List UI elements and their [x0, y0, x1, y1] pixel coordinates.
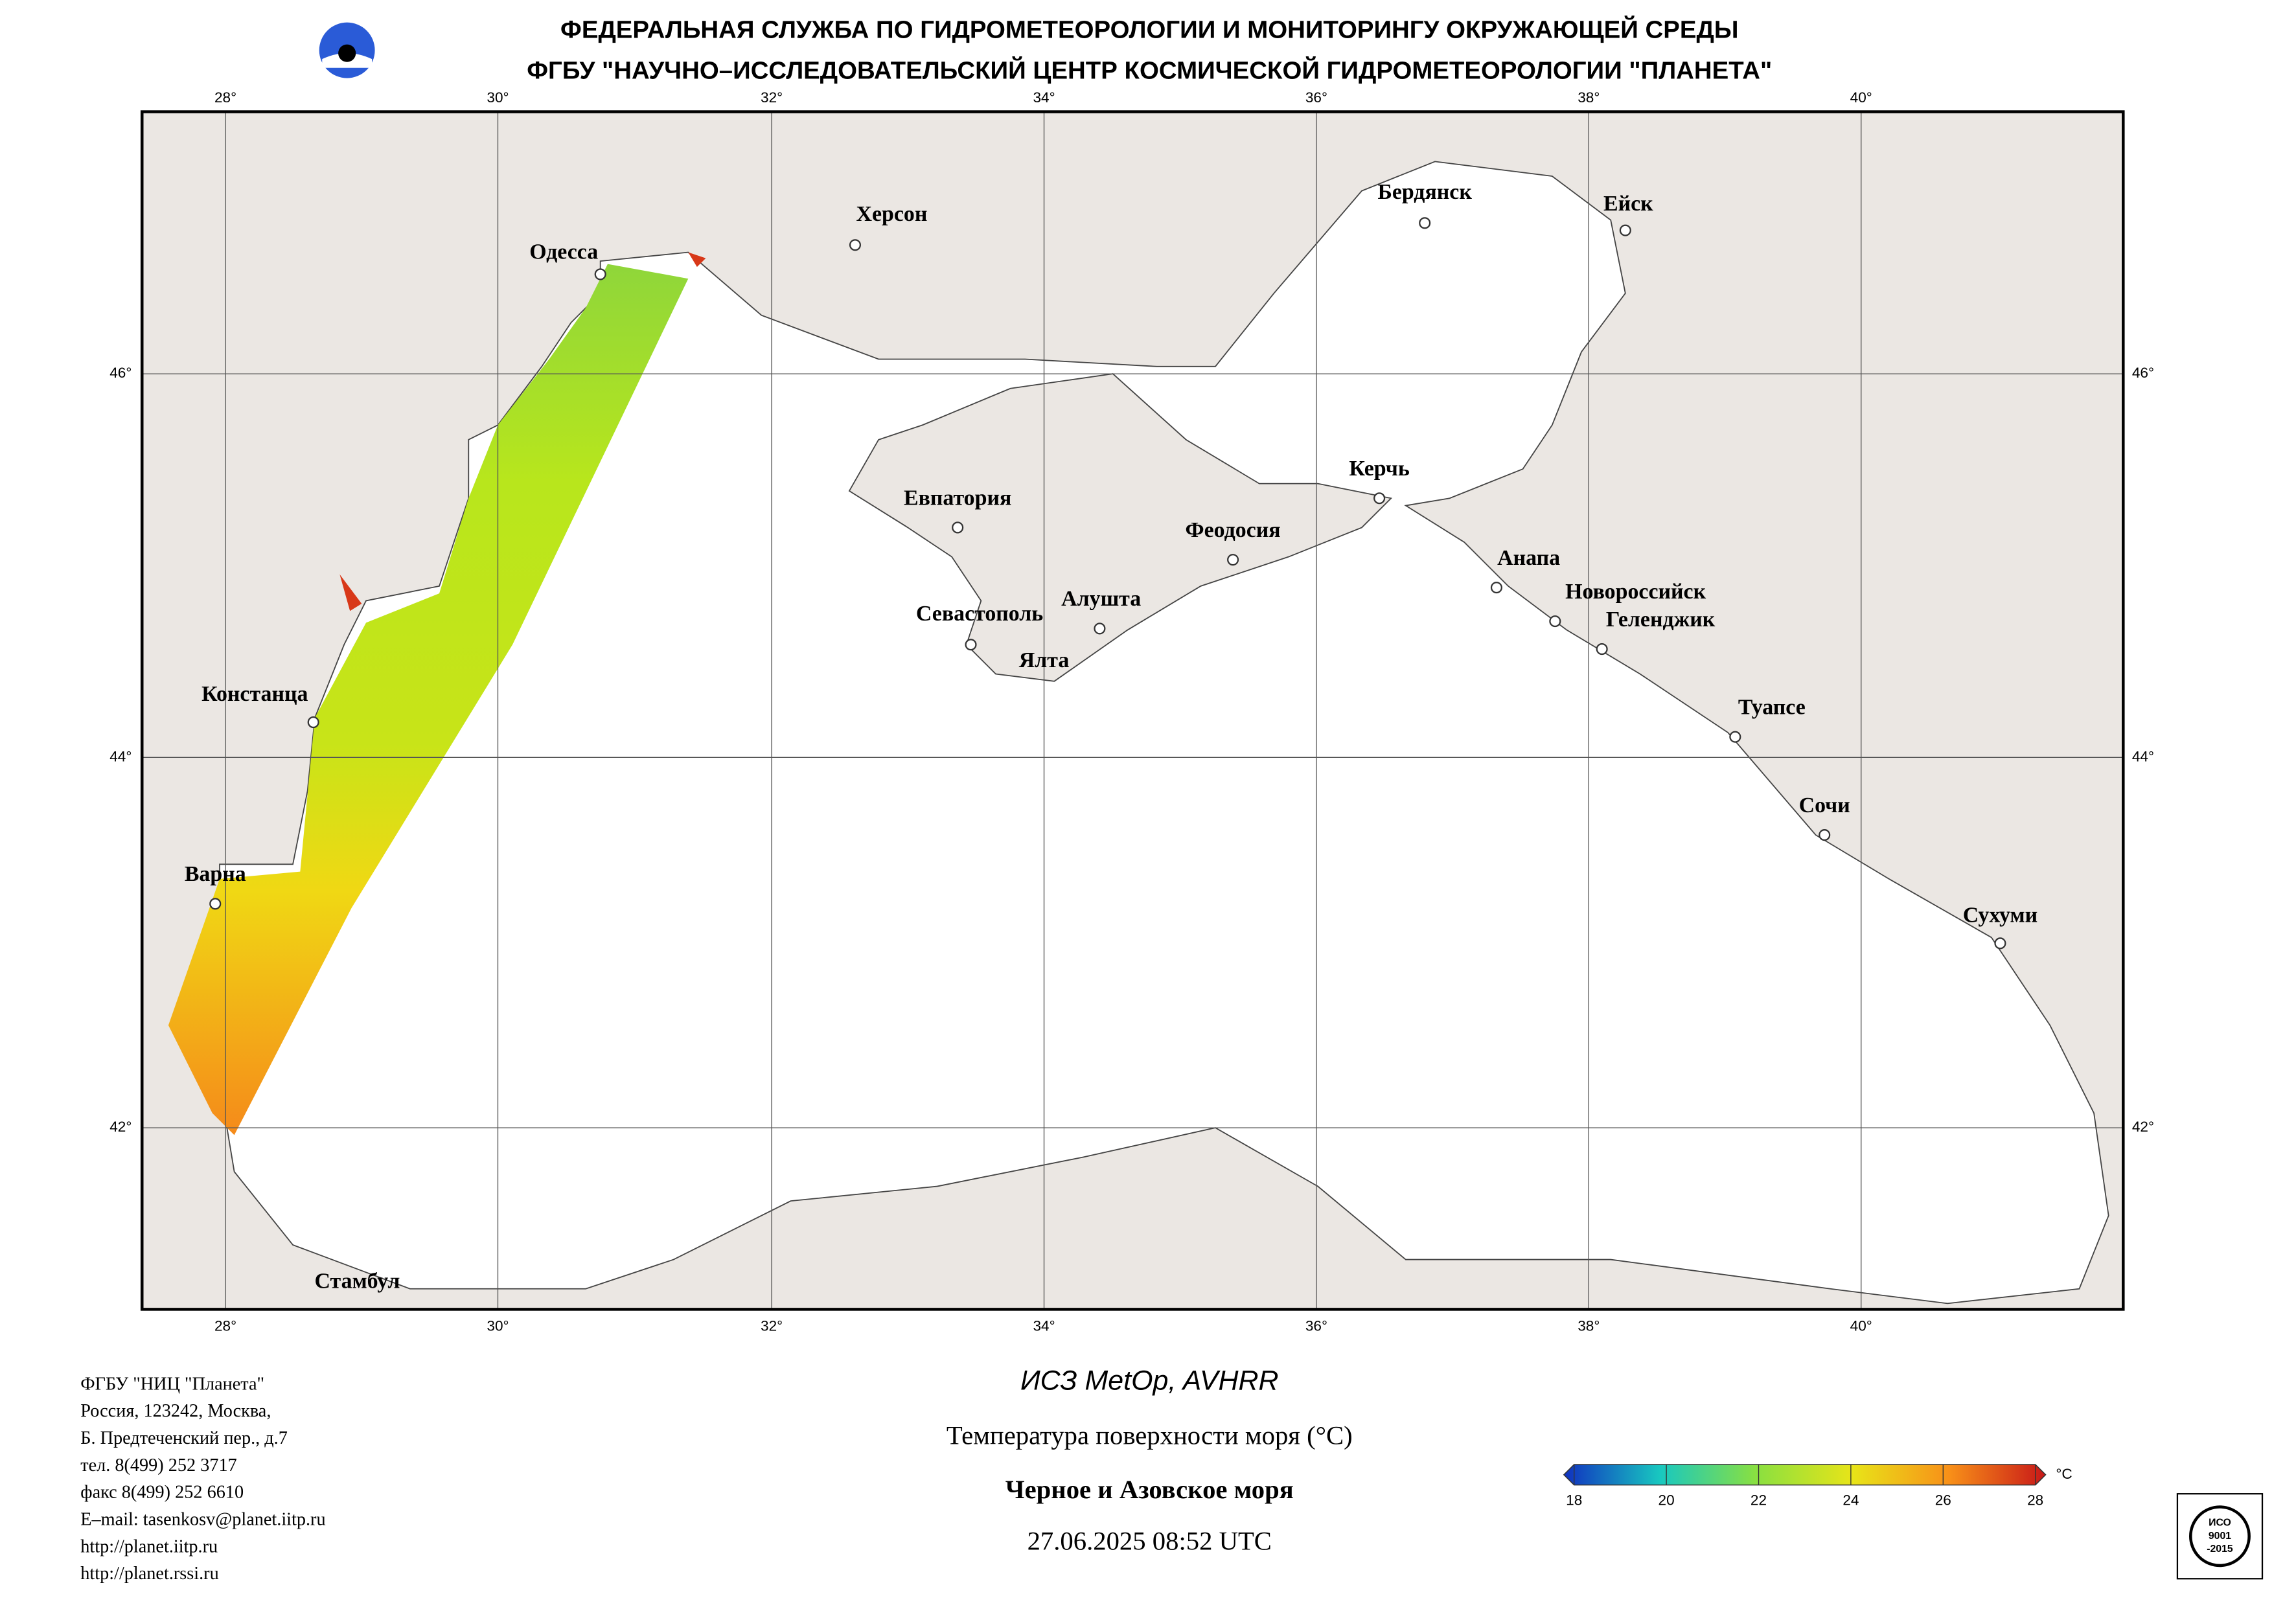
city-dot [1819, 829, 1831, 841]
header-line: ФГБУ "НАУЧНО–ИССЛЕДОВАТЕЛЬСКИЙ ЦЕНТР КОС… [527, 56, 1772, 85]
lon-label: 38° [1578, 89, 1600, 106]
city-label: Херсон [856, 202, 928, 226]
address-line: E–mail: tasenkosv@planet.iitp.ru [80, 1509, 325, 1529]
city-dot [209, 898, 222, 910]
lon-label: 32° [761, 89, 783, 106]
address-line: ФГБУ "НИЦ "Планета" [80, 1374, 264, 1394]
lat-label: 42° [109, 1119, 132, 1135]
badge-text: -2015 [2207, 1544, 2233, 1555]
city-label: Сухуми [1963, 903, 2038, 927]
product: Температура поверхности моря (°С) [947, 1421, 1353, 1450]
city-label: Новороссийск [1565, 580, 1706, 604]
iso-badge: ИСО 9001 -2015 [2176, 1493, 2264, 1580]
city-label: Евпатория [904, 486, 1011, 510]
city-dot [1227, 554, 1239, 566]
colorbar-ramp [1563, 1464, 2047, 1486]
city-dot [965, 639, 977, 651]
city-label: Ейск [1603, 192, 1653, 216]
lat-label: 44° [2132, 748, 2154, 764]
city-dot [1373, 492, 1386, 505]
city-dot [1419, 217, 1431, 229]
lon-label: 34° [1033, 1317, 1055, 1334]
address-line: тел. 8(499) 252 3717 [80, 1455, 236, 1476]
city-label: Алушта [1061, 587, 1141, 611]
city-dot [594, 268, 606, 280]
city-label: Бердянск [1377, 180, 1472, 204]
colorbar-label: 20 [1659, 1492, 1675, 1508]
lat-label: 44° [109, 748, 132, 764]
lat-label: 42° [2132, 1119, 2154, 1135]
region: Черное и Азовское моря [1005, 1475, 1294, 1504]
city-label: Стамбул [315, 1269, 400, 1293]
lon-label: 28° [214, 89, 236, 106]
city-label: Констанца [201, 682, 308, 706]
map: 28° 28° 30° 30° 32° 32° 34° 34° 36° 36° 38° 38° 40° 4… [109, 89, 2154, 1334]
badge-text: ИСО [2209, 1518, 2231, 1529]
city-dot [307, 716, 319, 729]
colorbar-label: 18 [1566, 1492, 1582, 1508]
city-label: Ялта [1019, 648, 1070, 672]
header-line: ФЕДЕРАЛЬНАЯ СЛУЖБА ПО ГИДРОМЕТЕОРОЛОГИИ … [560, 14, 1738, 43]
lat-label: 46° [109, 365, 132, 381]
satellite: ИСЗ MetOp, AVHRR [1020, 1365, 1279, 1396]
datetime: 27.06.2025 08:52 UTC [1027, 1526, 1272, 1555]
city-dot [849, 239, 861, 251]
lon-label: 34° [1033, 89, 1055, 106]
city-dot [1729, 731, 1741, 743]
city-label: Одесса [529, 240, 598, 264]
colorbar-label: 22 [1751, 1492, 1767, 1508]
lon-label: 40° [1850, 1317, 1872, 1334]
logo [319, 22, 375, 78]
address-line: Россия, 123242, Москва, [80, 1401, 271, 1421]
badge-text: 9001 [2209, 1531, 2231, 1542]
city-label: Сочи [1799, 793, 1850, 817]
address-line: Б. Предтеченский пер., д.7 [80, 1428, 288, 1448]
sst-swath [168, 264, 689, 1135]
city-label: Севастополь [916, 602, 1043, 626]
city-dot [1549, 615, 1561, 628]
address: ФГБУ "НИЦ "Планета" Россия, 123242, Москв… [80, 1374, 325, 1584]
city-label: Туапсе [1738, 695, 1806, 719]
colorbar-label: 24 [1843, 1492, 1859, 1508]
lon-label: 32° [761, 1317, 783, 1334]
city-label: Анапа [1497, 546, 1560, 570]
lon-label: 36° [1305, 1317, 1327, 1334]
city-label: Феодосия [1186, 518, 1281, 542]
map-frame [140, 110, 2125, 1311]
colorbar: °C 18 20 22 24 26 28 [1563, 1464, 2072, 1508]
lon-label: 30° [487, 1317, 509, 1334]
address-line: http://planet.iitp.ru [80, 1536, 218, 1556]
address-line: http://planet.rssi.ru [80, 1564, 218, 1584]
city-dot [1490, 582, 1502, 594]
address-line: факс 8(499) 252 6610 [80, 1483, 244, 1503]
city-dot [1094, 622, 1106, 635]
lon-label: 38° [1578, 1317, 1600, 1334]
lat-label: 46° [2132, 365, 2154, 381]
lon-label: 36° [1305, 89, 1327, 106]
lon-label: 40° [1850, 89, 1872, 106]
colorbar-label: 26 [1935, 1492, 1951, 1508]
lon-label: 28° [214, 1317, 236, 1334]
city-dot [1619, 224, 1631, 236]
sea [175, 161, 2109, 1305]
crimea [848, 373, 1393, 682]
city-dot [1994, 937, 2006, 950]
city-label: Варна [185, 862, 246, 886]
city-label: Керчь [1349, 457, 1409, 481]
city-dot [1596, 643, 1608, 655]
colorbar-label: 28 [2027, 1492, 2043, 1508]
colorbar-unit: °C [2056, 1466, 2072, 1482]
city-label: Геленджик [1606, 608, 1716, 632]
lon-label: 30° [487, 89, 509, 106]
city-dot [952, 521, 964, 534]
